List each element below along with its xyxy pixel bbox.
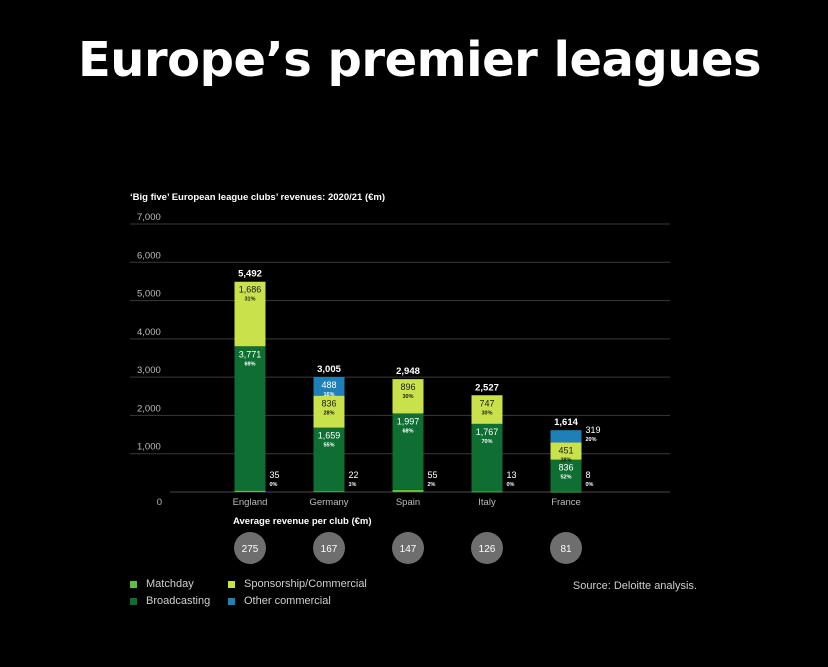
avg-revenue-label: 81 <box>560 544 572 555</box>
matchday-value-label: 8 <box>586 470 591 480</box>
x-tick-label: Germany <box>309 497 348 508</box>
y-tick-label: 1,000 <box>137 442 161 453</box>
bar-sponsorship <box>313 395 345 428</box>
bar-total-label: 1,614 <box>554 417 578 428</box>
legend-swatch-matchday <box>130 580 137 588</box>
bar-value-label: 451 <box>558 445 573 455</box>
bar-percent-label: 31% <box>244 297 255 303</box>
matchday-value-label: 35 <box>270 470 280 480</box>
bar-value-label: 1,686 <box>239 285 262 295</box>
bar-total-label: 2,948 <box>396 366 420 377</box>
x-tick-label: France <box>551 497 581 508</box>
bar-value-label: 488 <box>321 380 336 390</box>
y-tick-label: 3,000 <box>137 365 161 376</box>
bar-value-label: 747 <box>479 398 494 408</box>
matchday-percent-label: 0% <box>270 482 278 488</box>
avg-revenue-label: 167 <box>321 544 338 555</box>
legend-item-matchday: Matchday <box>130 578 194 590</box>
avg-revenue-label: 275 <box>242 544 259 555</box>
matchday-percent-label: 0% <box>507 482 515 488</box>
legend-item-other-commercial: Other commercial <box>228 595 331 607</box>
bar-percent-label: 52% <box>560 475 571 481</box>
x-tick-label: Spain <box>396 497 420 508</box>
bar-matchday <box>550 491 582 493</box>
avg-revenue-circle <box>234 532 266 564</box>
bar-broadcasting <box>313 427 345 492</box>
bar-matchday <box>471 491 503 493</box>
bar-value-label: 896 <box>400 382 415 392</box>
page-title: Europe’s premier leagues <box>78 32 762 88</box>
y-tick-label: 0 <box>157 497 162 508</box>
legend-item-broadcasting: Broadcasting <box>130 595 210 607</box>
y-tick-label: 2,000 <box>137 403 161 414</box>
avg-revenue-circle <box>313 532 345 564</box>
avg-revenue-circle <box>550 532 582 564</box>
avg-revenue-circle <box>392 532 424 564</box>
bar-percent-label: 70% <box>481 439 492 445</box>
avg-revenue-label: 126 <box>479 544 496 555</box>
bar-sponsorship <box>392 379 424 414</box>
y-tick-label: 4,000 <box>137 327 161 338</box>
matchday-percent-label: 0% <box>586 482 594 488</box>
bar-broadcasting <box>471 423 503 492</box>
y-tick-label: 7,000 <box>137 212 161 223</box>
bar-percent-label: 68% <box>402 428 413 434</box>
legend-swatch-sponsorship <box>228 580 235 588</box>
bar-broadcasting <box>392 413 424 490</box>
legend-item-sponsorship: Sponsorship/Commercial <box>228 578 367 590</box>
bar-percent-label: 16% <box>323 392 334 398</box>
legend-swatch-broadcasting <box>130 597 137 605</box>
bar-matchday <box>234 490 266 492</box>
bar-value-label: 3,771 <box>239 349 262 359</box>
x-tick-label: England <box>233 497 268 508</box>
source-note: Source: Deloitte analysis. <box>572 580 697 592</box>
bar-total-label: 2,527 <box>475 382 499 393</box>
bar-value-label: 836 <box>321 399 336 409</box>
bar-percent-label: 69% <box>244 361 255 367</box>
bar-total-label: 5,492 <box>238 269 262 280</box>
bar-sponsorship <box>471 395 503 424</box>
matchday-value-label: 13 <box>507 470 517 480</box>
legend-label-matchday: Matchday <box>146 578 194 590</box>
bar-sponsorship <box>550 442 582 460</box>
bar-broadcasting <box>550 459 582 492</box>
y-tick-label: 6,000 <box>137 250 161 261</box>
legend-label-other-commercial: Other commercial <box>244 595 331 607</box>
legend-label-broadcasting: Broadcasting <box>146 595 211 607</box>
matchday-percent-label: 1% <box>349 482 357 488</box>
bar-value-label: 1,997 <box>397 416 420 426</box>
legend-label-sponsorship: Sponsorship/Commercial <box>244 578 367 590</box>
bar-total-label: 3,005 <box>317 364 341 375</box>
avg-revenue-heading: Average revenue per club (€m) <box>233 516 372 527</box>
bar-percent-label: 30% <box>402 394 413 400</box>
bar-matchday <box>313 491 345 492</box>
bar-percent-label: 28% <box>560 457 571 463</box>
bar-value-label: 1,767 <box>476 427 499 437</box>
matchday-percent-label: 2% <box>428 482 436 488</box>
matchday-value-label: 22 <box>349 470 359 480</box>
legend-swatch-other-commercial <box>228 597 235 605</box>
x-tick-label: Italy <box>478 497 496 508</box>
bar-other_commercial <box>550 430 582 443</box>
bar-value-label: 1,659 <box>318 431 341 441</box>
bar-other_commercial <box>313 376 345 396</box>
bar-matchday <box>392 489 424 492</box>
bar-percent-label: 30% <box>481 410 492 416</box>
bar-sponsorship <box>234 281 266 347</box>
bar-percent-label: 28% <box>323 411 334 417</box>
bar-value-label: 836 <box>558 463 573 473</box>
bar-percent-label: 20% <box>586 437 597 443</box>
chart-title: ‘Big five’ European league clubs’ revenu… <box>130 192 385 203</box>
bar-broadcasting <box>234 346 266 491</box>
avg-revenue-circle <box>471 532 503 564</box>
matchday-value-label: 55 <box>428 470 438 480</box>
y-tick-label: 5,000 <box>137 289 161 300</box>
avg-revenue-label: 147 <box>400 544 417 555</box>
bar-value-label: 319 <box>586 425 601 435</box>
bar-percent-label: 55% <box>323 443 334 449</box>
